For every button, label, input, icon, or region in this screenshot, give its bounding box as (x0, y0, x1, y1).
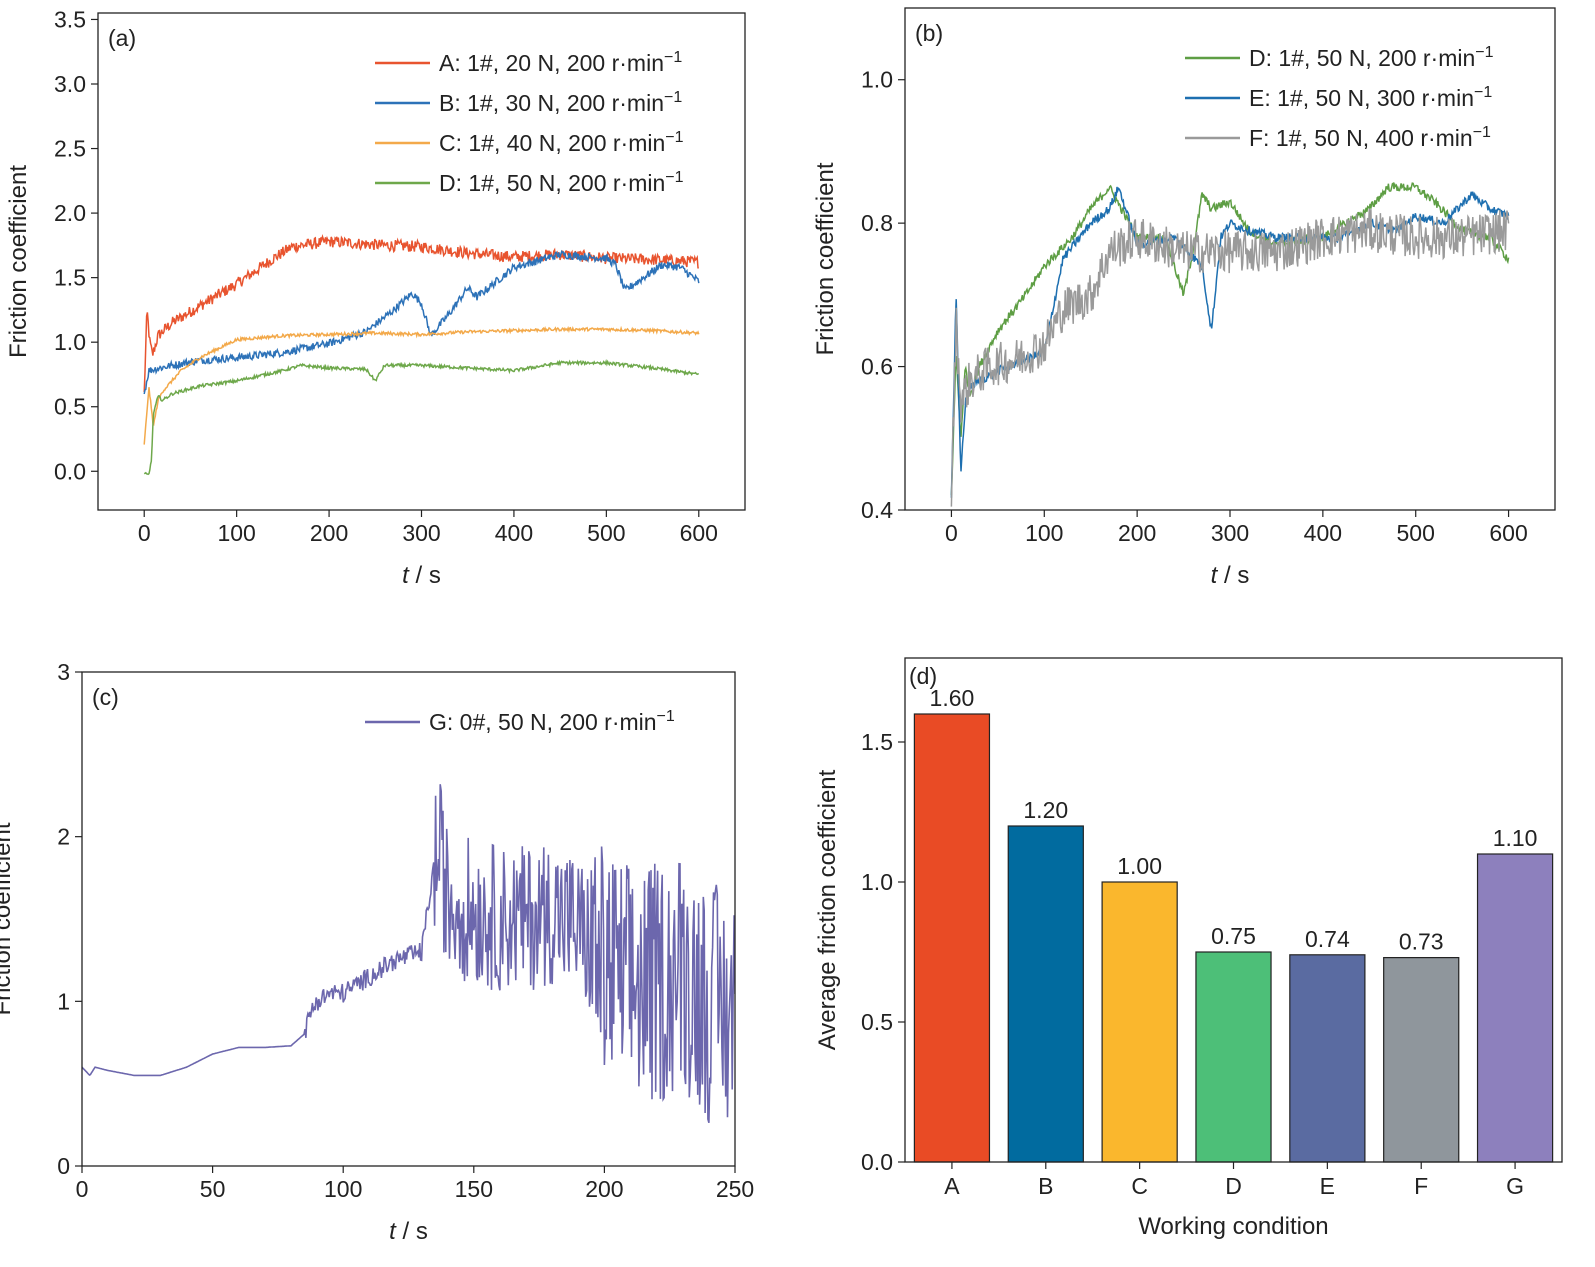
legend-entry: B: 1#, 30 N, 200 r·min−1 (439, 89, 682, 116)
legend-entry: F: 1#, 50 N, 400 r·min−1 (1249, 124, 1491, 151)
x-tick-label: 250 (716, 1176, 754, 1202)
legend-entry: D: 1#, 50 N, 200 r·min−1 (1249, 44, 1494, 71)
panel-0: 0 100 200 300 400 500 600 0.0 0.5 1.0 1.5 2.0 2.5 3.0… (5, 6, 746, 589)
bar-C (1101, 881, 1178, 1163)
panel-label: (b) (915, 20, 943, 46)
x-tick-label: C (1131, 1173, 1148, 1199)
y-tick-label: 1.0 (861, 67, 893, 93)
panel-label: (d) (909, 663, 937, 689)
bar-B (1007, 825, 1084, 1163)
x-tick-label: 600 (680, 520, 718, 546)
bar-E (1289, 954, 1366, 1163)
x-tick-label: D (1225, 1173, 1242, 1199)
y-axis-label: Friction coefficient (5, 165, 32, 358)
legend-entry: G: 0#, 50 N, 200 r·min−1 (429, 708, 675, 735)
y-tick-label: 2 (57, 824, 70, 850)
y-tick-label: 1.5 (861, 729, 893, 755)
x-tick-label: 100 (217, 520, 255, 546)
x-tick-label: 400 (1304, 520, 1342, 546)
series-line-0 (950, 182, 1510, 496)
x-tick-label: A (944, 1173, 960, 1199)
x-tick-label: 100 (324, 1176, 362, 1202)
series-line-1 (143, 249, 700, 395)
series-line-2 (143, 325, 700, 445)
y-tick-label: 0.5 (54, 394, 86, 420)
y-tick-label: 1 (57, 988, 70, 1014)
x-tick-label: 200 (1118, 520, 1156, 546)
y-tick-label: 3.5 (54, 6, 86, 32)
x-tick-label: 400 (495, 520, 533, 546)
bar-value-label: 0.75 (1211, 923, 1256, 949)
x-tick-label: E (1320, 1173, 1335, 1199)
x-tick-label: 150 (455, 1176, 493, 1202)
x-tick-label: 500 (1397, 520, 1435, 546)
panel-1: 0 100 200 300 400 500 600 0.4 0.6 0.8 1.0 t / s Fric… (812, 7, 1556, 589)
panel-label: (a) (108, 25, 136, 51)
legend-entry: D: 1#, 50 N, 200 r·min−1 (439, 169, 684, 196)
x-tick-label: 100 (1025, 520, 1063, 546)
series-line-2 (950, 208, 1510, 507)
bar-value-label: 1.10 (1493, 825, 1538, 851)
y-tick-label: 3.0 (54, 71, 86, 97)
y-tick-label: 1.0 (54, 329, 86, 355)
x-axis-label: Working condition (1138, 1213, 1328, 1240)
legend-entry: C: 1#, 40 N, 200 r·min−1 (439, 129, 684, 156)
x-axis-label: t / s (402, 562, 441, 589)
panel-2: 0 50 100 150 200 250 0 1 2 3 t / s Friction coeffic… (0, 659, 754, 1245)
x-axis-label: t / s (389, 1218, 428, 1245)
bar-value-label: 0.74 (1305, 926, 1350, 952)
bar-A (913, 713, 991, 1163)
x-tick-label: 200 (585, 1176, 623, 1202)
x-axis-label: t / s (1211, 562, 1250, 589)
y-tick-label: 0 (57, 1153, 70, 1179)
x-tick-label: 0 (76, 1176, 89, 1202)
y-tick-label: 0.0 (54, 458, 86, 484)
y-tick-label: 2.0 (54, 200, 86, 226)
x-tick-label: G (1506, 1173, 1524, 1199)
y-axis-label: Friction coefficient (812, 162, 839, 355)
bar-F (1383, 956, 1460, 1163)
bar-value-label: 1.20 (1023, 797, 1068, 823)
panel-3: 1.60 A 1.20 B 1.00 C 0.75 D 0.74 E 0.73 F 1.10 G 0.0 0.… (814, 657, 1563, 1240)
x-tick-label: F (1414, 1173, 1428, 1199)
x-tick-label: 500 (587, 520, 625, 546)
bar-G (1476, 853, 1554, 1163)
series-line-0 (82, 784, 735, 1124)
y-axis-label: Average friction coefficient (814, 769, 841, 1050)
x-tick-label: 600 (1489, 520, 1527, 546)
x-tick-label: 300 (1211, 520, 1249, 546)
x-tick-label: 200 (310, 520, 348, 546)
x-tick-label: B (1038, 1173, 1053, 1199)
x-tick-label: 0 (138, 520, 151, 546)
y-tick-label: 0.8 (861, 210, 893, 236)
y-tick-label: 0.6 (861, 354, 893, 380)
bar-value-label: 1.00 (1117, 853, 1162, 879)
y-tick-label: 0.5 (861, 1009, 893, 1035)
y-tick-label: 1.0 (861, 869, 893, 895)
y-tick-label: 0.4 (861, 497, 893, 523)
bar-D (1195, 951, 1272, 1163)
bar-value-label: 1.60 (930, 685, 975, 711)
legend-entry: E: 1#, 50 N, 300 r·min−1 (1249, 84, 1492, 111)
y-axis-label: Friction coefficient (0, 822, 16, 1015)
x-tick-label: 300 (402, 520, 440, 546)
panel-3-frame (904, 657, 1563, 1163)
panel-label: (c) (92, 684, 119, 710)
y-tick-label: 0.0 (861, 1149, 893, 1175)
y-tick-label: 3 (57, 659, 70, 685)
y-tick-label: 2.5 (54, 136, 86, 162)
series-line-3 (143, 358, 699, 476)
x-tick-label: 50 (200, 1176, 226, 1202)
y-tick-label: 1.5 (54, 265, 86, 291)
bar-value-label: 0.73 (1399, 929, 1444, 955)
legend-entry: A: 1#, 20 N, 200 r·min−1 (439, 49, 682, 76)
panel-2-frame (81, 671, 736, 1167)
series-line-0 (143, 234, 699, 393)
x-tick-label: 0 (945, 520, 958, 546)
